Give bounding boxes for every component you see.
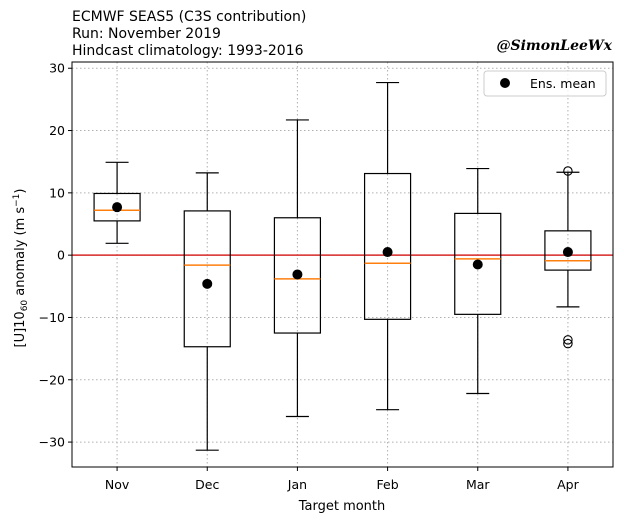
legend-frame [483,70,607,97]
x-tick-label: Feb [377,477,399,492]
y-axis-label-sup: −1 [12,194,22,207]
y-axis-label-end: ) [13,188,28,193]
mean-point [382,247,393,258]
credit-label: @SimonLeeWx [496,38,613,54]
chart-title-line-1: ECMWF SEAS5 (C3S contribution) [72,9,307,25]
y-axis-label: [U]1060 anomaly (m s−1) [12,188,30,347]
box-iqr [363,172,412,320]
axes: −30 −20 −10 0 10 20 30 Nov Dec Jan Feb Mar Apr [39,61,614,492]
box-iqr [544,230,592,271]
x-tick-label: Nov [105,477,130,492]
y-tick-label: 0 [57,248,65,263]
box-iqr [273,217,322,334]
grid [72,62,613,467]
x-tick-label: Jan [287,477,307,492]
y-tick-label: 20 [49,123,65,138]
box-nov [93,161,141,244]
box-iqr [183,210,231,348]
box-iqr [454,212,502,315]
y-axis-label-pre: [U]10 [13,311,28,347]
legend: Ens. mean [483,70,607,97]
y-tick-label: −30 [39,435,65,450]
y-axis-label-sub: 60 [20,300,30,312]
mean-point [292,269,303,280]
x-axis-label: Target month [298,499,386,514]
box-dec [183,172,231,451]
outlier-point [563,335,573,345]
box-feb [363,81,412,411]
y-tick-label: −10 [39,310,65,325]
mean-point [562,247,573,258]
axes-frame [71,61,614,468]
x-tick-label: Apr [557,477,579,492]
y-tick-label: 30 [49,61,65,76]
box-mar [454,167,502,395]
y-tick-label: −20 [39,372,65,387]
outlier-point [563,166,573,176]
x-tick-label: Dec [195,477,219,492]
mean-point [472,259,483,270]
x-tick-label: Mar [466,477,490,492]
box-iqr [93,192,141,222]
mean-point [112,202,123,213]
y-axis-label-post: anomaly (m s [13,207,28,300]
legend-label: Ens. mean [530,76,596,91]
box-jan [273,119,322,418]
box-apr [544,166,592,349]
outlier-point [563,338,573,349]
y-tick-label: 10 [49,185,65,200]
mean-point [202,278,213,289]
legend-marker [500,78,510,88]
chart-title-line-3: Hindcast climatology: 1993-2016 [72,43,304,59]
box-layer [93,81,592,451]
chart-title-line-2: Run: November 2019 [72,26,221,42]
